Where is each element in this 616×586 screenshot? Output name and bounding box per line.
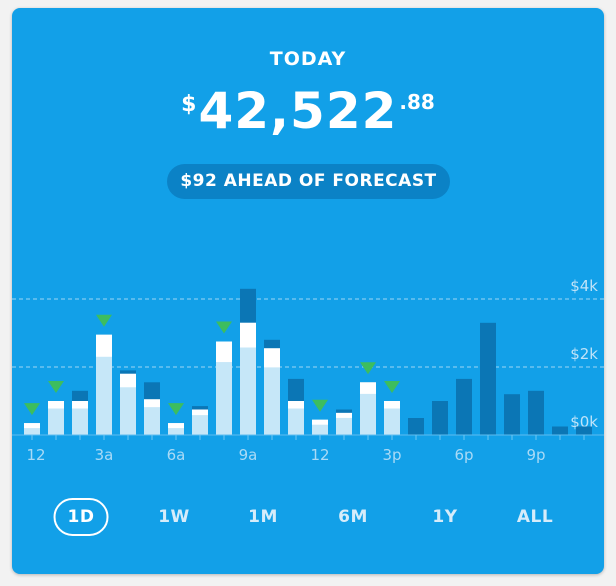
amount-main: 42,522 <box>198 82 398 140</box>
bar-actual-top <box>48 401 64 409</box>
bar-actual-top <box>120 373 136 388</box>
bar-actual <box>240 322 256 435</box>
bar-actual-top <box>360 382 376 394</box>
ahead-marker <box>360 362 376 375</box>
x-tick-label: 12 <box>26 446 45 464</box>
currency-symbol: $ <box>181 92 197 117</box>
bar-forecast <box>408 418 424 435</box>
bar-actual <box>360 382 376 435</box>
bar-actual-top <box>240 322 256 348</box>
bar-actual <box>144 399 160 435</box>
bar-actual-top <box>216 341 232 363</box>
period-1y-button[interactable]: 1Y <box>432 507 458 527</box>
revenue-card: TODAY $42,522.88 $92 AHEAD OF FORECAST $… <box>12 8 604 574</box>
bar-forecast <box>552 426 568 435</box>
period-1m-button[interactable]: 1M <box>248 507 278 527</box>
ahead-marker <box>312 399 328 412</box>
x-tick-label: 12 <box>310 446 329 464</box>
bar-actual-top <box>96 334 112 357</box>
x-tick-label: 3p <box>382 446 401 464</box>
total-amount: $42,522.88 <box>12 86 604 136</box>
period-selector: 1D 1W 1M 6M 1Y ALL <box>12 498 604 538</box>
ahead-marker <box>24 403 40 416</box>
bar-actual <box>96 334 112 435</box>
period-1w-button[interactable]: 1W <box>158 507 190 527</box>
bar-forecast <box>480 322 496 435</box>
ahead-marker <box>48 381 64 393</box>
bar-forecast <box>504 394 520 435</box>
bar-forecast <box>576 426 592 435</box>
bar-actual <box>336 412 352 435</box>
bar-actual <box>264 348 280 435</box>
bar-actual <box>288 401 304 435</box>
bar-actual-top <box>264 348 280 368</box>
x-tick-label: 6p <box>454 446 473 464</box>
y-tick-label: $2k <box>570 345 598 363</box>
ahead-marker <box>96 314 112 327</box>
bar-actual <box>48 401 64 435</box>
x-tick-label: 9a <box>239 446 258 464</box>
bar-actual <box>216 341 232 435</box>
bar-actual-top <box>288 401 304 409</box>
bar-actual <box>384 401 400 435</box>
bar-actual <box>24 423 40 435</box>
bar-actual-top <box>336 412 352 418</box>
bar-actual-top <box>24 423 40 429</box>
bar-actual <box>72 401 88 435</box>
x-tick-label: 6a <box>167 446 186 464</box>
bar-actual-top <box>384 401 400 409</box>
bar-actual-top <box>312 419 328 425</box>
period-all-button[interactable]: ALL <box>516 507 554 527</box>
forecast-badge: $92 AHEAD OF FORECAST <box>167 164 450 199</box>
bar-actual <box>120 373 136 435</box>
period-title: TODAY <box>269 48 347 70</box>
ahead-marker <box>216 321 232 334</box>
bar-actual-top <box>72 401 88 409</box>
ahead-marker <box>168 403 184 416</box>
bar-forecast <box>528 390 544 435</box>
period-6m-button[interactable]: 6M <box>338 507 368 527</box>
y-tick-label: $4k <box>570 277 598 295</box>
bar-actual <box>168 423 184 435</box>
ahead-marker <box>384 381 400 393</box>
bar-forecast <box>432 401 448 435</box>
x-tick-label: 3a <box>95 446 114 464</box>
bar-actual-top <box>168 423 184 429</box>
bar-forecast <box>456 378 472 435</box>
bar-actual-top <box>192 409 208 416</box>
x-tick-label: 9p <box>526 446 545 464</box>
period-1d-button[interactable]: 1D <box>53 498 109 536</box>
bar-actual-top <box>144 399 160 408</box>
bar-actual <box>192 409 208 435</box>
amount-cents: .88 <box>399 90 435 114</box>
